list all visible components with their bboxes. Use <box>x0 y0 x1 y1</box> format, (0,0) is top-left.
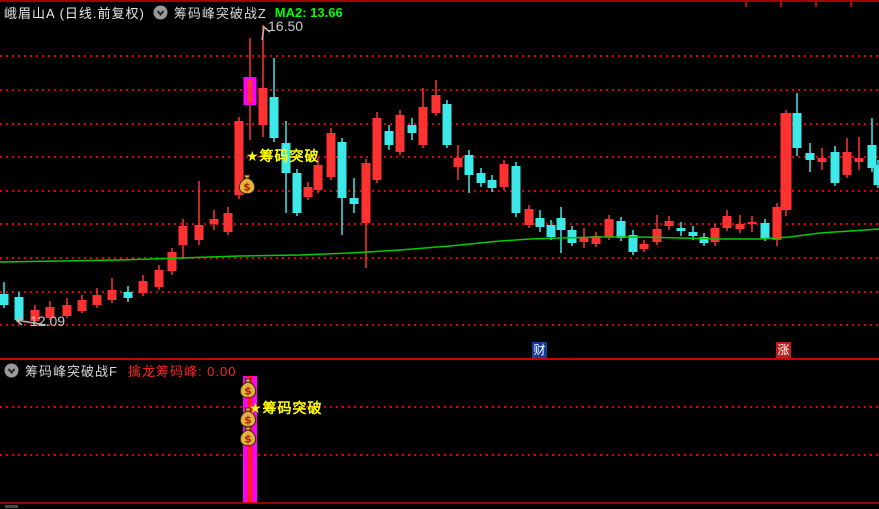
bottom-panel-header: 筹码峰突破战F 擒龙筹码峰: 0.00 <box>4 361 236 380</box>
ma-line <box>0 228 879 263</box>
low-annotation-arrow <box>15 317 47 326</box>
candles <box>0 25 879 323</box>
stock-title: 峨眉山A (日线.前复权) <box>4 6 145 21</box>
grid-lines <box>0 2 879 456</box>
indicator-name-bottom[interactable]: 筹码峰突破战F <box>25 364 118 379</box>
chevron-down-circle-icon[interactable] <box>153 5 168 20</box>
ma2-value-label: MA2: 13.66 <box>274 5 343 20</box>
high-annotation-arrow <box>261 25 271 41</box>
indicator-value-bottom: 擒龙筹码峰: 0.00 <box>127 364 237 379</box>
chevron-down-circle-icon[interactable] <box>4 363 19 378</box>
top-panel-header: 峨眉山A (日线.前复权) 筹码峰突破战Z MA2: 13.66 <box>4 3 343 22</box>
indicator-name-top[interactable]: 筹码峰突破战Z <box>173 6 267 21</box>
scrollbar-fragment <box>5 505 18 508</box>
badge-rise[interactable]: 涨 <box>776 342 791 358</box>
low-price-label: 12.09 <box>30 313 66 329</box>
high-price-label: 16.50 <box>268 18 304 34</box>
breakout-signal-label-bottom: ★筹码突破 <box>249 400 323 416</box>
breakout-signal-label-top: ★筹码突破 <box>246 148 320 164</box>
badge-finance[interactable]: 财 <box>532 342 547 358</box>
